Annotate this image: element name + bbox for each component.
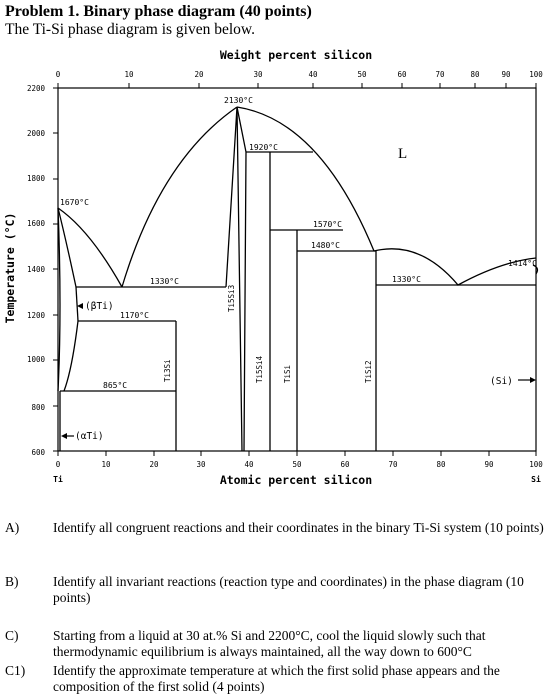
beta-ti-solidus	[57, 207, 77, 288]
bottom-tick-labels: 0 10 20 30 40 50 60 70 80 90 100	[56, 460, 544, 469]
y-tick-label: 1000	[27, 355, 46, 364]
question-c: C) Starting from a liquid at 30 at.% Si …	[5, 628, 485, 659]
y-tick-label: 1200	[27, 311, 46, 320]
phase-diagram: Weight percent silicon Atomic percent si…	[3, 48, 544, 487]
label-1414: 1414°C	[508, 259, 537, 268]
liquid-label: L	[398, 146, 407, 162]
top-tick-label: 90	[501, 70, 511, 79]
question-a-text: Identify all congruent reactions and the…	[53, 520, 544, 535]
top-tick-labels: 0 10 20 30 40 50 60 70 80 90 100	[56, 70, 544, 79]
bottom-tick-label: 70	[388, 460, 398, 469]
y-tick-label: 800	[31, 403, 45, 412]
question-a-label: A)	[5, 520, 20, 535]
y-axis-title: Temperature (°C)	[3, 213, 17, 324]
question-a: A) Identify all congruent reactions and …	[5, 520, 544, 536]
question-c-text: Starting from a liquid at 30 at.% Si and…	[53, 628, 486, 659]
bottom-tick-label: 10	[101, 460, 111, 469]
y-tick-label: 1800	[27, 174, 46, 183]
ti5si3-label: Ti5Si3	[227, 285, 236, 312]
question-b: B) Identify all invariant reactions (rea…	[5, 574, 524, 605]
liquidus-left-dome	[121, 106, 238, 288]
y-tick-label: 1400	[27, 265, 46, 274]
y-tick-label: 2200	[27, 84, 46, 93]
alpha-ti-arrow-head	[61, 433, 67, 439]
bottom-tick-label: 90	[484, 460, 494, 469]
alpha-ti-label: (αTi)	[75, 431, 104, 442]
y-tick-label: 1600	[27, 219, 46, 228]
bottom-tick-label: 40	[244, 460, 254, 469]
top-axis-title: Weight percent silicon	[220, 48, 372, 62]
si-end-label: Si	[531, 474, 541, 484]
top-tick-label: 70	[435, 70, 445, 79]
beta-ti-arrow-head	[77, 303, 83, 309]
question-b-label: B)	[5, 574, 19, 589]
phase-boundaries	[57, 106, 539, 452]
question-c-label: C)	[5, 628, 19, 643]
liquidus-right-dome	[236, 106, 375, 252]
question-c1: C1) Identify the approximate temperature…	[5, 663, 500, 694]
si-melting-mark	[532, 264, 539, 275]
bottom-tick-label: 20	[149, 460, 159, 469]
beta-ti-label: (βTi)	[85, 301, 114, 312]
top-tick-label: 10	[124, 70, 134, 79]
diagram-labels: L 2130°C 1920°C 1670°C 1570°C 1480°C 141…	[60, 96, 537, 442]
bottom-tick-label: 60	[340, 460, 350, 469]
label-1330-right: 1330°C	[392, 275, 421, 284]
label-865: 865°C	[103, 381, 127, 390]
ti5si3-left-boundary	[225, 106, 243, 452]
top-tick-label: 20	[194, 70, 204, 79]
label-1920: 1920°C	[249, 143, 278, 152]
top-tick-label: 40	[308, 70, 318, 79]
y-tick-labels: 600 800 1000 1200 1400 1600 1800 2000 22…	[27, 84, 46, 457]
top-tick-label: 100	[529, 70, 543, 79]
y-tick-label: 600	[31, 448, 45, 457]
y-tick-label: 2000	[27, 129, 46, 138]
beta-ti-solvus	[75, 286, 79, 322]
top-tick-label: 80	[470, 70, 480, 79]
label-1570: 1570°C	[313, 220, 342, 229]
problem-subtitle: The Ti-Si phase diagram is given below.	[5, 21, 255, 38]
label-1330-left: 1330°C	[150, 277, 179, 286]
tisi-label: TiSi	[283, 365, 292, 383]
ti-end-label: Ti	[53, 474, 63, 484]
si-phase-label: (Si)	[490, 376, 513, 387]
bottom-tick-label: 100	[529, 460, 543, 469]
bottom-tick-label: 50	[292, 460, 302, 469]
top-tick-label: 50	[357, 70, 367, 79]
beta-alpha-boundary	[57, 207, 61, 392]
label-2130: 2130°C	[224, 96, 253, 105]
ti5si4-label: Ti5Si4	[255, 355, 264, 383]
label-1170: 1170°C	[120, 311, 149, 320]
bottom-tick-label: 80	[436, 460, 446, 469]
ti5si3-right-boundary	[236, 106, 247, 452]
top-tick-label: 60	[397, 70, 407, 79]
label-1670: 1670°C	[60, 198, 89, 207]
top-tick-label: 0	[56, 70, 61, 79]
si-arrow-head	[530, 377, 536, 383]
label-1480: 1480°C	[311, 241, 340, 250]
question-c1-label: C1)	[5, 663, 26, 678]
bottom-tick-label: 0	[56, 460, 61, 469]
question-b-text: Identify all invariant reactions (reacti…	[53, 574, 524, 605]
ti3si-label: Ti3Si	[163, 359, 172, 382]
top-tick-label: 30	[253, 70, 263, 79]
tick-marks	[53, 83, 537, 456]
bottom-axis-title: Atomic percent silicon	[220, 473, 372, 487]
problem-title: Problem 1. Binary phase diagram (40 poin…	[5, 3, 312, 20]
liquidus-ti-side	[57, 207, 123, 288]
bottom-tick-label: 30	[196, 460, 206, 469]
question-c1-text: Identify the approximate temperature at …	[53, 663, 500, 694]
tisi2-label: TiSi2	[364, 360, 373, 383]
beta-ti-lower-boundary	[63, 320, 79, 392]
